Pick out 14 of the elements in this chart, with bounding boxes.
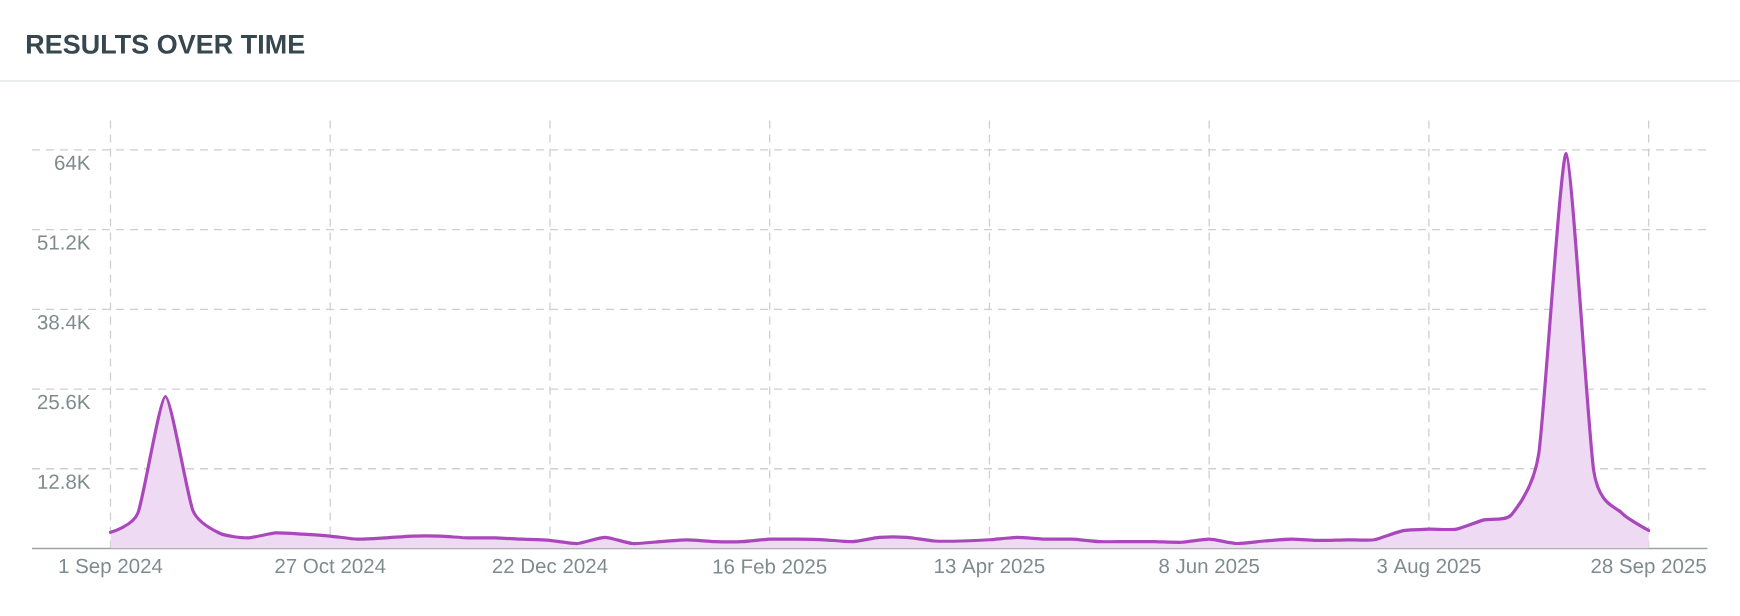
x-tick-label: 28 Sep 2025 (1591, 558, 1706, 578)
y-tick-label: 38.4K (37, 314, 91, 330)
y-tick-label: 25.6K (37, 394, 91, 410)
x-tick-label: 16 Feb 2025 (713, 558, 827, 574)
y-tick-label: 12.8K (38, 474, 91, 489)
x-tick-label: 13 Apr 2025 (935, 558, 1045, 578)
x-tick-label: 8 Jun 2025 (1159, 558, 1259, 574)
x-tick-label: 27 Oct 2024 (275, 558, 386, 574)
y-tick-label: 64K (55, 155, 91, 171)
x-tick-label: 3 Aug 2025 (1377, 558, 1481, 578)
x-tick-label: 22 Dec 2024 (492, 558, 608, 574)
x-tick-label: 1 Sep 2024 (59, 558, 163, 578)
chart-title: RESULTS OVER TIME (27, 34, 305, 54)
y-tick-label: 51.2K (37, 235, 91, 250)
